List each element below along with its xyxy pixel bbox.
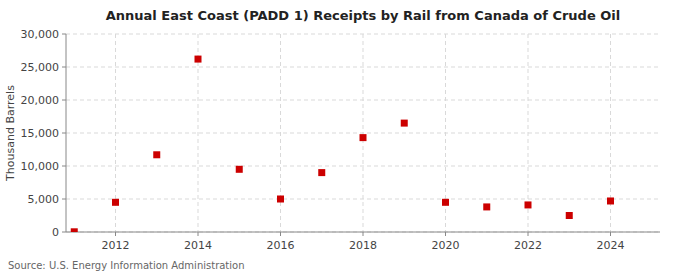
points (71, 56, 614, 232)
point (525, 201, 532, 208)
annotation: Source: U.S. Energy Information Administ… (8, 260, 245, 271)
tick-label: 2014 (184, 239, 212, 252)
tick-label: 25,000 (21, 61, 60, 74)
x-axis-line (66, 232, 660, 233)
tick-mark (62, 133, 66, 134)
tick-label: 2020 (432, 239, 460, 252)
tick-label: 2018 (349, 239, 377, 252)
point (483, 203, 490, 210)
tick-mark (62, 232, 66, 233)
tick-mark (62, 67, 66, 68)
tick-mark (62, 34, 66, 35)
y-axis-label: Thousand Barrels (4, 85, 17, 182)
point (236, 166, 243, 173)
tick-label: 30,000 (21, 28, 60, 41)
tick-label: 2016 (267, 239, 295, 252)
tick-label: 10,000 (21, 160, 60, 173)
point (318, 169, 325, 176)
tick-mark (363, 232, 364, 236)
tick-label: 20,000 (21, 94, 60, 107)
point (607, 197, 614, 204)
tick-label: 15,000 (21, 127, 60, 140)
title: Annual East Coast (PADD 1) Receipts by R… (106, 8, 620, 23)
grid-line (66, 232, 660, 233)
tick-mark (445, 232, 446, 236)
grid-line (66, 166, 660, 167)
axes: 0 5,000 10,000 15,000 20,000 25,000 30,000 2012… (21, 28, 661, 252)
point (195, 56, 202, 63)
chart: 0 5,000 10,000 15,000 20,000 25,000 30,000 2012… (0, 0, 675, 275)
tick-mark (280, 232, 281, 236)
tick-label: 5,000 (28, 193, 60, 206)
tick-mark (62, 100, 66, 101)
point (153, 151, 160, 158)
grid (66, 34, 660, 232)
tick-mark (115, 232, 116, 236)
tick-mark (610, 232, 611, 236)
tick-label: 2022 (514, 239, 542, 252)
y-axis-line (66, 34, 67, 232)
tick-label: 2012 (102, 239, 130, 252)
tick-mark (528, 232, 529, 236)
grid-line (66, 67, 660, 68)
point (112, 199, 119, 206)
tick-mark (62, 166, 66, 167)
point (442, 199, 449, 206)
tick-label: 2024 (597, 239, 625, 252)
point (71, 228, 78, 232)
grid-line (198, 34, 199, 232)
tick-mark (198, 232, 199, 236)
point (277, 196, 284, 203)
point (360, 134, 367, 141)
tick-label: 0 (52, 226, 59, 239)
tick-mark (62, 199, 66, 200)
grid-line (363, 34, 364, 232)
point (401, 120, 408, 127)
page: {"chart_data": {"type": "scatter", "titl… (0, 0, 675, 275)
point (566, 212, 573, 219)
